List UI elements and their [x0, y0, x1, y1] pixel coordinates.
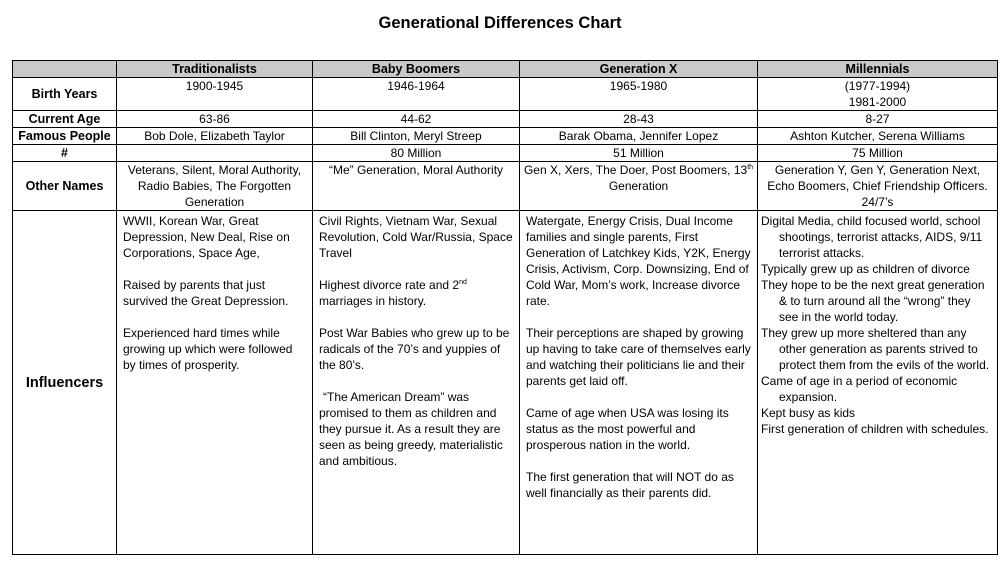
row-current-age: Current Age 63-86 44-62 28-43 8-27	[12, 110, 998, 128]
header-generation-x: Generation X	[519, 60, 758, 78]
cell-names-genx: Gen X, Xers, The Doer, Post Boomers, 13t…	[519, 161, 758, 211]
cell-age-genx: 28-43	[519, 110, 758, 128]
row-count: # 80 Million 51 Million 75 Million	[12, 144, 998, 162]
cell-count-boom: 80 Million	[312, 144, 520, 162]
genx-infl-4: The first generation that will NOT do as…	[526, 470, 734, 500]
cell-famous-genx: Barak Obama, Jennifer Lopez	[519, 127, 758, 145]
boom-infl-1: Civil Rights, Vietnam War, Sexual Revolu…	[319, 214, 513, 260]
header-blank	[12, 60, 117, 78]
cell-age-mill: 8-27	[757, 110, 998, 128]
boom-infl-2: Highest divorce rate and 2nd marriages i…	[319, 277, 513, 309]
label-influencers: Influencers	[12, 210, 117, 555]
row-famous-people: Famous People Bob Dole, Elizabeth Taylor…	[12, 127, 998, 145]
mill-infl-2: Typically grew up as children of divorce	[761, 262, 970, 276]
cell-names-trad: Veterans, Silent, Moral Authority, Radio…	[116, 161, 313, 211]
cell-famous-mill: Ashton Kutcher, Serena Williams	[757, 127, 998, 145]
mill-infl-4: They grew up more sheltered than any oth…	[761, 326, 990, 372]
genx-names-sup: th	[747, 164, 754, 171]
cell-count-mill: 75 Million	[757, 144, 998, 162]
boom-infl-2-tail: marriages in history.	[319, 294, 427, 308]
header-millennials: Millennials	[757, 60, 998, 78]
cell-infl-genx: Watergate, Energy Crisis, Dual Income fa…	[519, 210, 758, 555]
cell-birth-mill: (1977-1994) 1981-2000	[757, 77, 998, 111]
trad-infl-3: Experienced hard times while growing up …	[123, 326, 293, 372]
genx-names-text: Gen X, Xers, The Doer, Post Boomers, 13	[523, 163, 748, 177]
mill-infl-5: Came of age in a period of economic expa…	[761, 374, 958, 404]
label-famous-people: Famous People	[12, 127, 117, 145]
boom-infl-2-text: Highest divorce rate and 2	[319, 278, 460, 292]
cell-infl-boom: Civil Rights, Vietnam War, Sexual Revolu…	[312, 210, 520, 555]
cell-famous-boom: Bill Clinton, Meryl Streep	[312, 127, 520, 145]
cell-birth-trad: 1900-1945	[116, 77, 313, 111]
genx-infl-2: Their perceptions are shaped by growing …	[526, 326, 751, 388]
cell-infl-trad: WWII, Korean War, Great Depression, New …	[116, 210, 313, 555]
trad-infl-2: Raised by parents that just survived the…	[123, 278, 289, 308]
cell-count-trad	[116, 144, 313, 162]
cell-birth-genx: 1965-1980	[519, 77, 758, 111]
row-influencers: Influencers WWII, Korean War, Great Depr…	[12, 210, 998, 555]
trad-infl-1: WWII, Korean War, Great Depression, New …	[123, 214, 290, 260]
header-row: Traditionalists Baby Boomers Generation …	[12, 60, 998, 78]
page-title: Generational Differences Chart	[378, 14, 622, 32]
cell-age-trad: 63-86	[116, 110, 313, 128]
mill-infl-6: Kept busy as kids	[761, 406, 856, 420]
label-birth-years: Birth Years	[12, 77, 117, 111]
cell-infl-mill: Digital Media, child focused world, scho…	[757, 210, 998, 555]
cell-age-boom: 44-62	[312, 110, 520, 128]
cell-names-boom: “Me” Generation, Moral Authority	[312, 161, 520, 211]
mill-infl-7: First generation of children with schedu…	[761, 422, 989, 436]
genx-names-tail: Generation	[608, 179, 669, 193]
boom-infl-4: “The American Dream” was promised to the…	[319, 390, 503, 468]
label-other-names: Other Names	[12, 161, 117, 211]
boom-infl-3: Post War Babies who grew up to be radica…	[319, 326, 510, 372]
mill-infl-1: Digital Media, child focused world, scho…	[761, 214, 983, 260]
label-count: #	[12, 144, 117, 162]
row-birth-years: Birth Years 1900-1945 1946-1964 1965-198…	[12, 77, 998, 111]
label-current-age: Current Age	[12, 110, 117, 128]
row-other-names: Other Names Veterans, Silent, Moral Auth…	[12, 161, 998, 211]
mill-birth-main: 1981-2000	[848, 95, 907, 109]
header-baby-boomers: Baby Boomers	[312, 60, 520, 78]
genx-infl-1: Watergate, Energy Crisis, Dual Income fa…	[526, 214, 751, 308]
genx-infl-3: Came of age when USA was losing its stat…	[526, 406, 729, 452]
generations-table: Traditionalists Baby Boomers Generation …	[12, 60, 998, 555]
header-traditionalists: Traditionalists	[116, 60, 313, 78]
cell-famous-trad: Bob Dole, Elizabeth Taylor	[116, 127, 313, 145]
mill-birth-alt: (1977-1994)	[844, 79, 911, 93]
cell-birth-boom: 1946-1964	[312, 77, 520, 111]
mill-infl-3: They hope to be the next great generatio…	[761, 278, 985, 324]
boom-infl-2-sup: nd	[459, 279, 467, 286]
cell-names-mill: Generation Y, Gen Y, Generation Next, Ec…	[757, 161, 998, 211]
cell-count-genx: 51 Million	[519, 144, 758, 162]
